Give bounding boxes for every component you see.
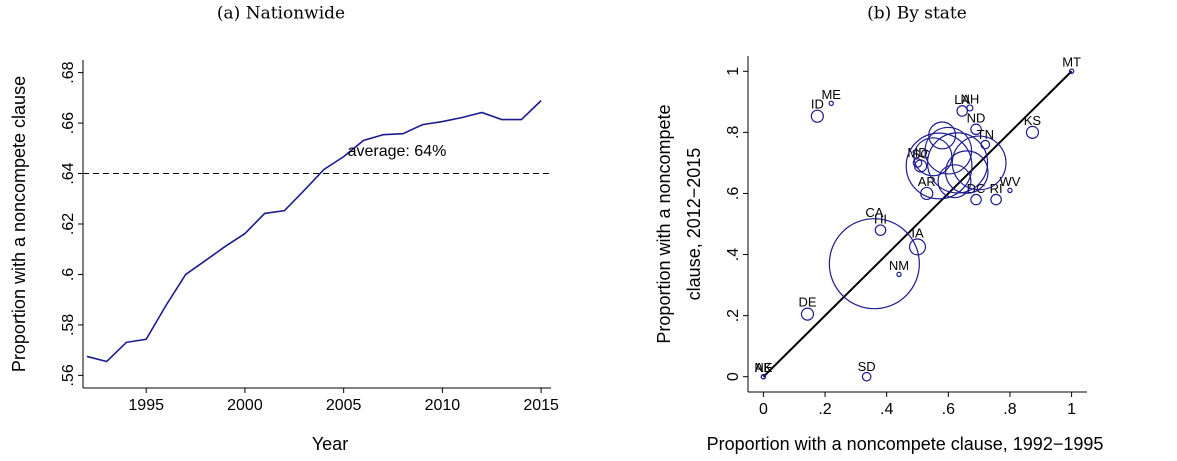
bubble [1025, 125, 1040, 139]
x-tick-label: 1 [1067, 401, 1076, 418]
point-label: DC [967, 181, 986, 196]
x-tick-label: 1995 [128, 397, 164, 414]
bubble [937, 164, 972, 199]
point-label: ME [821, 87, 841, 102]
bubble [990, 193, 1002, 206]
y-tick-label: .6 [725, 187, 742, 200]
y-axis-label: clause, 2012−2015 [684, 148, 704, 301]
x-axis-label: Proportion with a noncompete clause, 199… [707, 434, 1104, 454]
bubble [800, 307, 815, 321]
y-tick-label: .58 [60, 314, 77, 336]
y-tick-label: .64 [60, 162, 77, 184]
x-tick-label: 2000 [227, 397, 263, 414]
point-label: MD [907, 145, 927, 160]
x-tick-label: .8 [1003, 401, 1016, 418]
bubble [861, 371, 872, 382]
bubble [928, 121, 957, 150]
y-tick-label: .6 [60, 268, 77, 281]
bubble [828, 100, 834, 107]
y-tick-label: .4 [725, 248, 742, 261]
diagonal-line [762, 70, 1073, 378]
y-axis-label: Proportion with a noncompete [654, 104, 674, 343]
annotation: average: 64% [348, 143, 447, 160]
y-tick-label: .66 [60, 112, 77, 134]
point-label: SD [858, 359, 876, 374]
bubble [828, 218, 920, 310]
bubble [908, 238, 927, 256]
point-label: CA [865, 205, 883, 220]
bubble [810, 109, 824, 123]
y-tick-label: 0 [725, 372, 742, 381]
point-label: RI [990, 181, 1003, 196]
bubble [874, 224, 887, 236]
bubble [970, 123, 982, 136]
x-tick-label: 2005 [326, 397, 362, 414]
x-axis-label: Year [312, 434, 348, 454]
bubble [956, 105, 968, 117]
bubble [924, 126, 973, 175]
bubble [970, 193, 982, 206]
x-tick-label: .6 [942, 401, 955, 418]
x-tick-label: 2015 [523, 397, 559, 414]
bubble [926, 132, 989, 194]
x-tick-label: 2010 [425, 397, 461, 414]
point-label: NM [889, 258, 909, 273]
point-label: WV [999, 174, 1020, 189]
point-label: ID [811, 97, 824, 112]
panel-title: (a) Nationwide [217, 4, 345, 24]
bubble [905, 132, 973, 200]
bubble [913, 137, 953, 177]
bubble [760, 374, 767, 380]
panel-title: (b) By state [867, 4, 967, 24]
bubble [1007, 187, 1013, 194]
point-label: DE [798, 295, 816, 310]
y-tick-label: .62 [60, 213, 77, 235]
x-tick-label: 0 [759, 401, 768, 418]
bubble [896, 271, 902, 278]
y-tick-label: .56 [60, 364, 77, 386]
y-tick-label: .68 [60, 61, 77, 83]
bubble [951, 135, 1007, 191]
point-label: AK [755, 360, 773, 375]
data-line [86, 100, 542, 363]
point-label: IA [911, 225, 924, 240]
point-label: LA [954, 92, 970, 107]
y-tick-label: .8 [725, 126, 742, 139]
bubble [1068, 68, 1075, 74]
bubble [944, 150, 989, 194]
point-label: KS [1024, 113, 1042, 128]
y-axis-label: Proportion with a noncompete clause [9, 76, 29, 372]
y-tick-label: 1 [725, 67, 742, 76]
point-label: ND [967, 111, 986, 126]
point-label: MT [1062, 55, 1081, 70]
x-tick-label: .2 [818, 401, 831, 418]
x-tick-label: .4 [880, 401, 893, 418]
y-tick-label: .2 [725, 309, 742, 322]
point-label: NH [961, 91, 980, 106]
point-label: NE [754, 360, 772, 375]
